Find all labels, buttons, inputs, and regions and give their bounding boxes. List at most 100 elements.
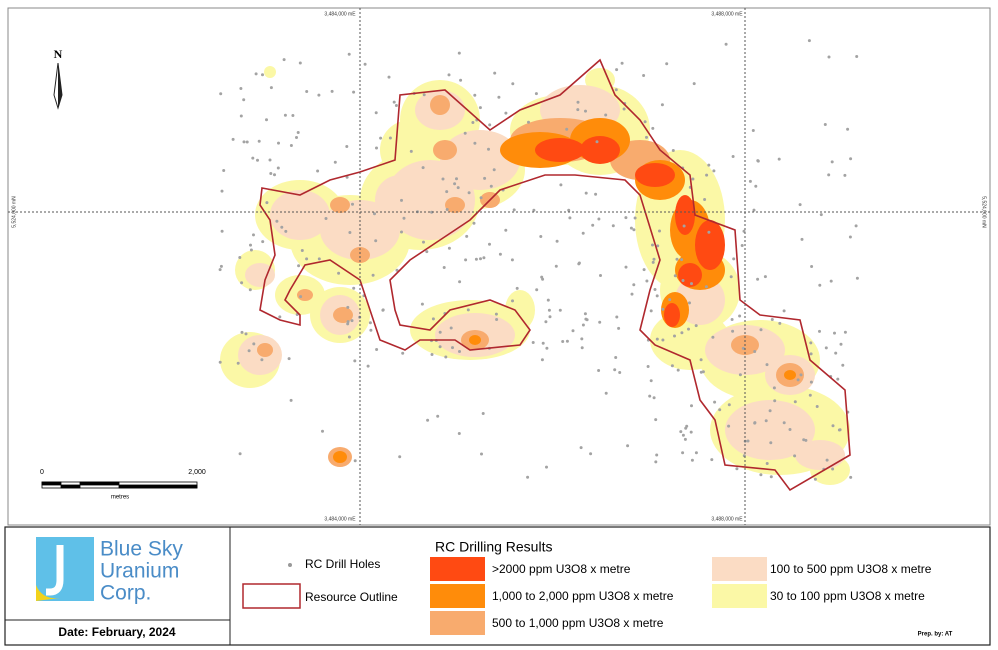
drill-hole [567,208,571,212]
drill-hole [489,184,493,188]
drill-hole [576,100,580,104]
contour [695,220,725,270]
grid-label: 3,484,000 mE [324,11,356,17]
drill-hole [239,114,243,118]
drill-hole [713,400,717,404]
drill-hole [748,179,752,183]
drill-hole [690,404,693,408]
drill-hole [467,191,471,195]
drill-hole [768,409,772,413]
contour [333,451,347,463]
drill-hole [472,221,476,225]
drill-hole [265,118,268,122]
drill-hole [827,173,831,177]
drill-hole [265,201,269,205]
drill-hole [238,452,242,456]
drill-hole [649,309,653,313]
contour [725,400,815,460]
contour [430,95,450,115]
drill-hole [694,324,698,328]
drill-hole [276,166,280,170]
drill-hole [690,458,694,462]
drill-hole [839,342,843,346]
drill-hole [422,240,425,244]
drill-hole [849,475,853,479]
drill-hole [511,82,515,86]
drill-hole [854,224,858,228]
drill-hole [684,426,688,430]
drill-hole [532,208,536,212]
drill-hole [653,288,657,291]
drill-hole [480,452,483,456]
drill-hole [458,280,462,284]
drill-hole [534,92,538,96]
drill-hole [430,353,434,356]
drill-hole [729,275,733,279]
drill-hole [337,271,341,275]
drill-hole [244,332,248,336]
drill-hole [547,308,551,312]
drill-hole [218,268,222,272]
drill-hole [707,163,711,167]
drill-hole [591,223,595,227]
drill-hole [447,73,451,77]
drill-hole [488,123,492,127]
drill-hole [738,314,742,318]
drill-hole [819,213,823,217]
drill-hole [584,317,588,321]
drill-hole [818,283,822,287]
drill-hole [651,260,655,264]
legend-frame [4,526,991,646]
drill-hole [317,257,321,261]
drill-hole [350,319,354,323]
drill-hole [691,177,695,181]
drill-hole [793,400,797,404]
drill-hole [846,127,850,131]
contour [375,175,425,225]
drill-hole [679,430,683,434]
drill-hole [671,149,675,152]
legend-label: RC Drill Holes [305,557,380,571]
drill-hole [558,308,562,312]
drill-hole [807,39,811,43]
drill-hole [703,198,707,201]
drill-hole [345,145,349,148]
contour [675,195,695,235]
drill-hole [645,135,648,139]
drill-hole [257,139,261,143]
drill-hole [466,308,470,312]
drill-hole [442,266,446,269]
drill-hole [594,192,598,196]
drill-hole [242,140,246,144]
drill-hole [289,398,293,402]
drill-hole [652,257,656,261]
drill-hole [282,58,286,62]
drill-hole [381,308,385,312]
drill-hole [701,370,705,374]
drill-hole [260,358,264,362]
drill-hole [445,208,449,211]
contour [257,343,273,357]
drill-hole [297,264,301,268]
legend-classes: >2000 ppm U3O8 x metre 1,000 to 2,000 ppm… [430,557,932,635]
drill-hole [458,350,461,353]
drill-hole [632,228,636,232]
drill-hole [481,412,485,415]
drill-hole [236,361,240,365]
drill-hole [497,95,501,99]
drill-hole [559,183,563,187]
drill-hole [769,475,773,479]
drill-hole [617,326,621,330]
drill-hole [330,89,334,93]
drill-hole [580,346,584,350]
drill-hole [642,74,646,77]
drill-hole [247,349,251,353]
drill-hole [825,458,829,462]
grid-label: 5,524,000 mN [11,196,17,228]
drill-hole [387,75,391,79]
drill-hole [727,403,731,407]
drill-hole [445,190,449,194]
contour [440,130,520,190]
drill-hole [346,305,350,309]
contour [664,303,680,327]
